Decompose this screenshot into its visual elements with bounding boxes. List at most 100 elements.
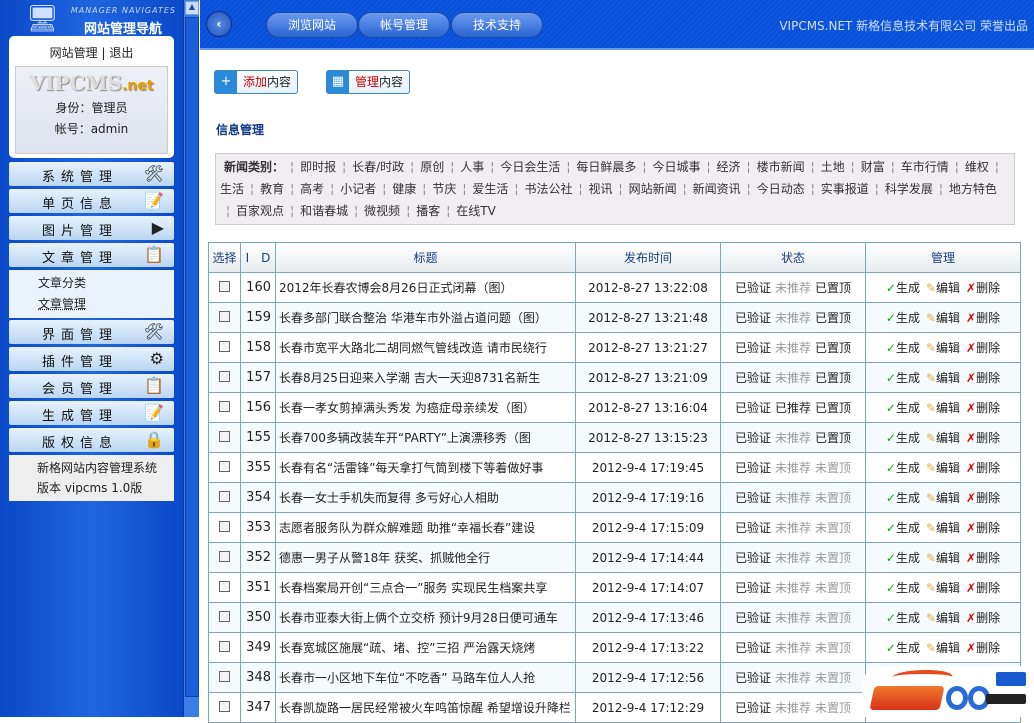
delete-button[interactable]: ✗删除 (966, 551, 1001, 565)
generate-button[interactable]: ✓生成 (885, 281, 920, 295)
delete-button[interactable]: ✗删除 (966, 431, 1001, 445)
row-title[interactable]: 长春有名“活雷锋”每天拿打气筒到楼下等着做好事 (275, 452, 576, 483)
edit-button[interactable]: ✎编辑 (925, 341, 961, 355)
category-link[interactable]: 车市行情 (900, 160, 949, 174)
top-status[interactable]: 未置顶 (815, 641, 852, 655)
verified-status[interactable]: 已验证 (734, 281, 771, 295)
category-link[interactable]: 原创 (420, 160, 445, 174)
recommend-status[interactable]: 未推荐 (774, 521, 811, 535)
row-checkbox[interactable] (219, 550, 230, 562)
row-title[interactable]: 长春一女士手机失而复得 多亏好心人相助 (275, 482, 576, 513)
row-checkbox[interactable] (219, 370, 230, 382)
top-status[interactable]: 未置顶 (815, 491, 852, 505)
category-link[interactable]: 长春/时政 (352, 160, 405, 174)
category-link[interactable]: 维权 (964, 160, 989, 174)
generate-button[interactable]: ✓生成 (885, 551, 920, 565)
verified-status[interactable]: 已验证 (734, 641, 771, 655)
category-link[interactable]: 视讯 (588, 182, 613, 196)
generate-button[interactable]: ✓生成 (885, 461, 920, 475)
edit-button[interactable]: ✎编辑 (925, 521, 961, 535)
edit-button[interactable]: ✎编辑 (925, 431, 961, 445)
row-title[interactable]: 德惠一男子从警18年 获奖、抓贼他全行 (275, 542, 576, 573)
delete-button[interactable]: ✗删除 (966, 581, 1001, 595)
recommend-status[interactable]: 未推荐 (774, 461, 811, 475)
category-link[interactable]: 土地 (820, 160, 845, 174)
sidebar-item-5[interactable]: 插件管理 ⚙ (9, 347, 174, 371)
category-link[interactable]: 实事报道 (820, 182, 869, 196)
top-status[interactable]: 已置顶 (815, 371, 852, 385)
edit-button[interactable]: ✎编辑 (925, 641, 961, 655)
verified-status[interactable]: 已验证 (734, 371, 771, 385)
recommend-status[interactable]: 未推荐 (774, 611, 811, 625)
verified-status[interactable]: 已验证 (734, 581, 771, 595)
category-link[interactable]: 财富 (860, 160, 885, 174)
top-status[interactable]: 未置顶 (815, 611, 852, 625)
row-title[interactable]: 志愿者服务队为群众解难题 助推“幸福长春”建设 (275, 512, 576, 543)
delete-button[interactable]: ✗删除 (966, 341, 1001, 355)
generate-button[interactable]: ✓生成 (885, 491, 920, 505)
recommend-status[interactable]: 未推荐 (774, 581, 811, 595)
generate-button[interactable]: ✓生成 (885, 581, 920, 595)
category-link[interactable]: 新闻资讯 (692, 182, 741, 196)
recommend-status[interactable]: 未推荐 (774, 551, 811, 565)
row-title[interactable]: 2012年长春农博会8月26日正式闭幕（图） (275, 272, 576, 303)
recommend-status[interactable]: 未推荐 (774, 701, 811, 715)
category-link[interactable]: 书法公社 (524, 182, 573, 196)
edit-button[interactable]: ✎编辑 (925, 281, 961, 295)
generate-button[interactable]: ✓生成 (885, 611, 920, 625)
row-title[interactable]: 长春市一小区地下车位“不吃香” 马路车位人人抢 (275, 662, 576, 693)
row-checkbox[interactable] (219, 520, 230, 532)
generate-button[interactable]: ✓生成 (885, 401, 920, 415)
category-link[interactable]: 教育 (260, 182, 285, 196)
edit-button[interactable]: ✎编辑 (925, 371, 961, 385)
category-link[interactable]: 每日鲜晨多 (576, 160, 637, 174)
top-status[interactable]: 未置顶 (815, 461, 852, 475)
category-link[interactable]: 和谐春城 (300, 204, 349, 218)
verified-status[interactable]: 已验证 (734, 431, 771, 445)
top-status[interactable]: 未置顶 (815, 701, 852, 715)
recommend-status[interactable]: 未推荐 (774, 341, 811, 355)
row-checkbox[interactable] (219, 580, 230, 592)
category-link[interactable]: 小记者 (340, 182, 377, 196)
category-link[interactable]: 节庆 (432, 182, 457, 196)
row-checkbox[interactable] (219, 640, 230, 652)
row-checkbox[interactable] (219, 670, 230, 682)
sidebar-item-6[interactable]: 会员管理 📋 (9, 374, 174, 398)
verified-status[interactable]: 已验证 (734, 401, 771, 415)
recommend-status[interactable]: 已推荐 (774, 401, 811, 415)
top-status[interactable]: 已置顶 (815, 341, 852, 355)
delete-button[interactable]: ✗删除 (966, 611, 1001, 625)
sidebar-item-8[interactable]: 版权信息 🔒 (9, 428, 174, 452)
row-title[interactable]: 长春700多辆改装车开“PARTY”上演漂移秀（图 (275, 422, 576, 453)
category-link[interactable]: 今日会生活 (500, 160, 561, 174)
delete-button[interactable]: ✗删除 (966, 491, 1001, 505)
account-manage-button[interactable]: 帐号管理 (358, 12, 450, 38)
sidebar-item-0[interactable]: 系统管理 🛠 (9, 162, 174, 186)
sidebar-item-7[interactable]: 生成管理 📝 (9, 401, 174, 425)
verified-status[interactable]: 已验证 (734, 521, 771, 535)
edit-button[interactable]: ✎编辑 (925, 461, 961, 475)
verified-status[interactable]: 已验证 (734, 341, 771, 355)
recommend-status[interactable]: 未推荐 (774, 281, 811, 295)
generate-button[interactable]: ✓生成 (885, 371, 920, 385)
top-status[interactable]: 已置顶 (815, 431, 852, 445)
manage-content-button[interactable]: ▦ 管理内容 (326, 70, 411, 94)
collapse-sidebar-button[interactable]: ‹ (206, 11, 232, 37)
verified-status[interactable]: 已验证 (734, 461, 771, 475)
category-link[interactable]: 在线TV (456, 204, 496, 218)
category-link[interactable]: 健康 (392, 182, 417, 196)
category-link[interactable]: 播客 (416, 204, 441, 218)
row-checkbox[interactable] (219, 490, 230, 502)
recommend-status[interactable]: 未推荐 (774, 371, 811, 385)
edit-button[interactable]: ✎编辑 (925, 551, 961, 565)
verified-status[interactable]: 已验证 (734, 611, 771, 625)
delete-button[interactable]: ✗删除 (966, 521, 1001, 535)
top-status[interactable]: 已置顶 (815, 401, 852, 415)
delete-button[interactable]: ✗删除 (966, 641, 1001, 655)
row-title[interactable]: 长春档案局开创“三点合一”服务 实现民生档案共享 (275, 572, 576, 603)
category-link[interactable]: 今日动态 (756, 182, 805, 196)
category-link[interactable]: 生活 (220, 182, 245, 196)
category-link[interactable]: 科学发展 (884, 182, 933, 196)
category-link[interactable]: 即时报 (300, 160, 337, 174)
top-status[interactable]: 未置顶 (815, 581, 852, 595)
